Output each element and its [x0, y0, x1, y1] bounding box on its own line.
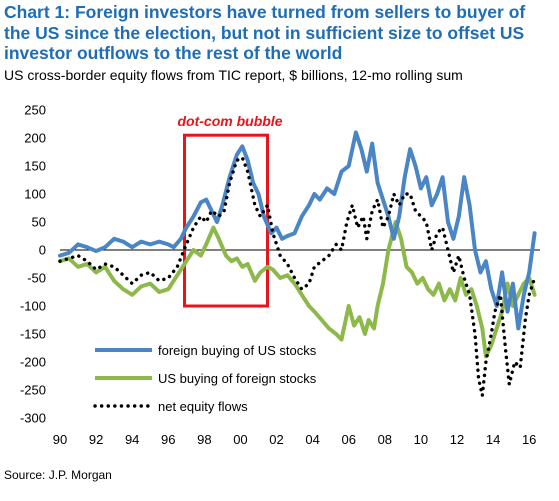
y-tick-label: 200	[24, 131, 46, 146]
series-layer	[58, 130, 537, 398]
chart-title: Chart 1: Foreign investors have turned f…	[4, 2, 526, 63]
x-tick-label: 16	[522, 432, 536, 447]
y-tick-label: 0	[39, 243, 46, 258]
y-tick-label: -250	[20, 383, 46, 398]
legend-label-net: net equity flows	[158, 399, 248, 414]
x-axis-ticks: 90 92 94 96 98 00 02 04 06 08 10 12 14 16	[53, 432, 537, 447]
x-tick-label: 98	[197, 432, 211, 447]
y-tick-label: -300	[20, 411, 46, 426]
y-tick-label: -200	[20, 355, 46, 370]
y-tick-label: 100	[24, 187, 46, 202]
legend-label-us: US buying of foreign stocks	[158, 371, 317, 386]
y-tick-label: 50	[32, 215, 46, 230]
y-tick-label: 250	[24, 103, 46, 118]
x-tick-label: 04	[305, 432, 319, 447]
y-tick-label: -50	[27, 271, 46, 286]
x-tick-label: 00	[233, 432, 247, 447]
y-tick-label: 150	[24, 159, 46, 174]
series-net-flows-line	[58, 155, 537, 398]
series-foreign-buying-line	[58, 130, 537, 331]
chart-subtitle: US cross-border equity flows from TIC re…	[4, 67, 463, 83]
x-tick-label: 92	[89, 432, 103, 447]
x-tick-label: 96	[161, 432, 175, 447]
dot-com-annotation: dot-com bubble	[178, 113, 283, 129]
x-tick-label: 06	[341, 432, 355, 447]
x-tick-label: 12	[450, 432, 464, 447]
x-tick-label: 02	[269, 432, 283, 447]
y-tick-label: -100	[20, 299, 46, 314]
series-us-buying-line	[58, 220, 537, 359]
source-note: Source: J.P. Morgan	[4, 468, 112, 482]
legend: foreign buying of US stocks US buying of…	[93, 343, 317, 414]
y-tick-label: -150	[20, 327, 46, 342]
x-tick-label: 90	[53, 432, 67, 447]
y-axis-ticks: 250 200 150 100 50 0 -50 -100 -150 -200 -250 -300	[20, 103, 46, 426]
x-tick-label: 10	[414, 432, 428, 447]
x-tick-label: 94	[125, 432, 139, 447]
legend-label-foreign: foreign buying of US stocks	[158, 343, 317, 358]
x-tick-label: 14	[486, 432, 500, 447]
x-tick-label: 08	[378, 432, 392, 447]
